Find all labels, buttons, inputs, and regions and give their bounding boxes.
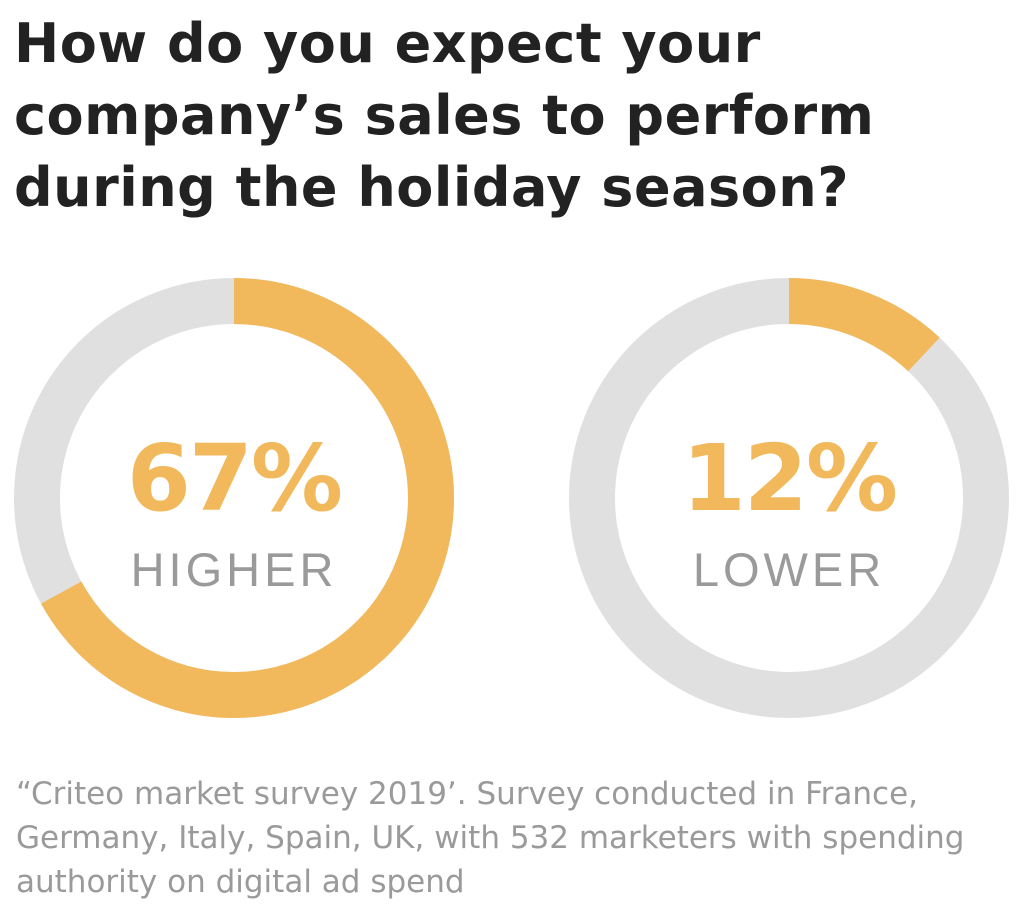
donut-category-label: LOWER xyxy=(693,543,885,596)
donut-value-label: 67% xyxy=(127,425,341,532)
donut-value-label: 12% xyxy=(682,425,896,532)
donut-chart-lower: 12% LOWER xyxy=(569,278,1009,718)
donut-arc xyxy=(14,278,454,718)
donut-category-label: HIGHER xyxy=(131,543,338,596)
source-note: “Criteo market survey 2019’. Survey cond… xyxy=(16,776,965,900)
donut-arc xyxy=(569,278,1009,718)
donut-chart-higher: 67% HIGHER xyxy=(14,278,454,718)
chart-title: How do you expect your company’s sales t… xyxy=(14,12,875,219)
